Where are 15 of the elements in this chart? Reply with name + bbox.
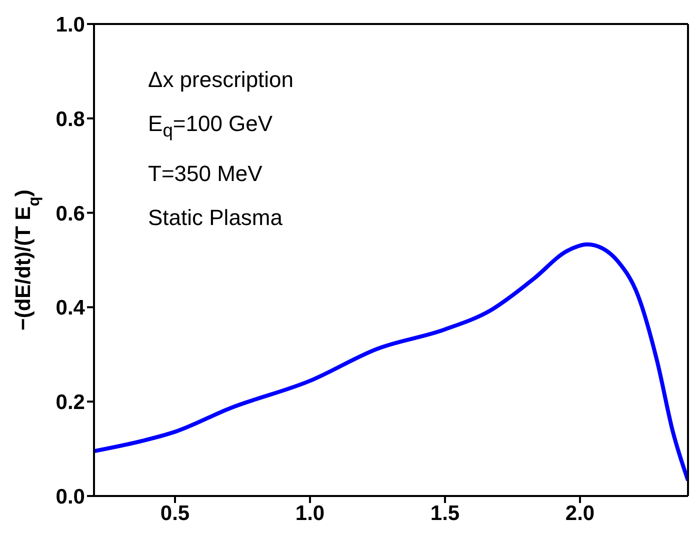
y-tick-label: 0.6 [56,202,85,226]
annotation: Static Plasma [148,204,284,232]
x-tick-label: 1.5 [430,502,460,525]
y-tick-label: 0.4 [56,296,86,320]
annotation: E$_{q}$=100 GeV [148,110,274,142]
y-tick-label: 0.8 [56,108,86,131]
annotation: Δx prescription [148,66,294,94]
line-series [94,242,688,482]
y-tick-label: 1.0 [56,13,85,36]
y-tick-label: 0.2 [56,391,85,414]
y-tick-label: 0.0 [56,485,85,508]
x-tick-label: 0.5 [160,502,190,525]
annotation: T=350 MeV [148,160,264,188]
x-tick-label: 1.0 [295,502,325,525]
x-tick-label: 2.0 [565,502,595,525]
